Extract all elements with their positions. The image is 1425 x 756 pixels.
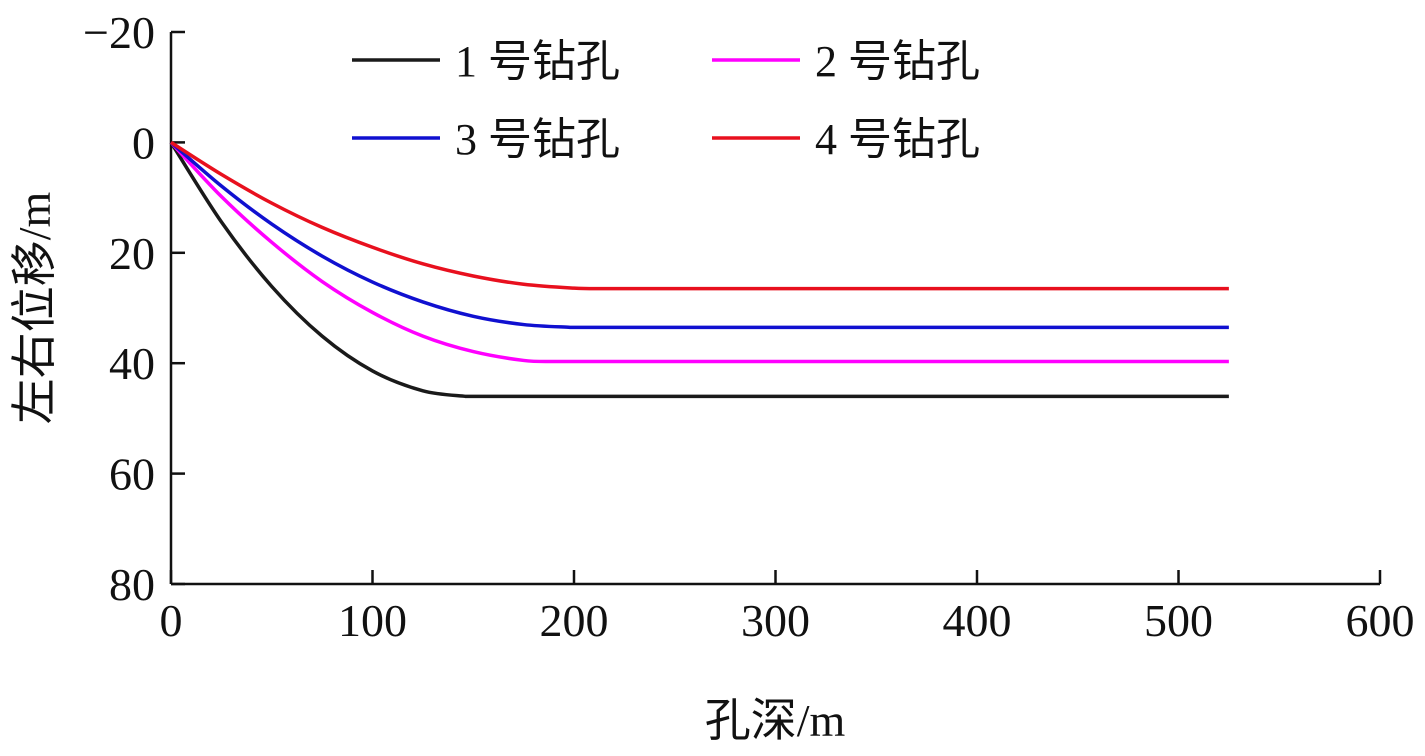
x-axis-label: 孔深/m bbox=[705, 695, 846, 746]
series-line-2 bbox=[169, 141, 1229, 364]
axes: 0 100 200 300 400 500 600 −20 0 20 40 60 80 bbox=[83, 7, 1414, 646]
legend-label-2: 2 号钻孔 bbox=[815, 37, 980, 86]
y-tick-label: 80 bbox=[109, 559, 155, 610]
series-line-4 bbox=[170, 140, 1229, 291]
y-tick-label: 40 bbox=[109, 338, 155, 389]
y-axis-label: 左右位移/m bbox=[9, 192, 60, 425]
series-group bbox=[169, 140, 1229, 399]
legend-label-3: 3 号钻孔 bbox=[455, 115, 620, 164]
series-line-3 bbox=[169, 141, 1229, 330]
legend-label-1: 1 号钻孔 bbox=[455, 37, 620, 86]
y-tick-label: 20 bbox=[109, 228, 155, 279]
x-tick-label: 600 bbox=[1346, 595, 1415, 646]
x-tick-label: 0 bbox=[160, 595, 183, 646]
y-tick-label: 60 bbox=[109, 449, 155, 500]
x-tick-label: 500 bbox=[1144, 595, 1213, 646]
y-tick-label: −20 bbox=[83, 7, 155, 58]
legend-label-4: 4 号钻孔 bbox=[815, 115, 980, 164]
x-tick-label: 300 bbox=[741, 595, 810, 646]
series-line-1 bbox=[169, 141, 1229, 399]
x-tick-label: 400 bbox=[943, 595, 1012, 646]
x-tick-label: 200 bbox=[540, 595, 609, 646]
legend: 1 号钻孔 2 号钻孔 3 号钻孔 4 号钻孔 bbox=[352, 37, 980, 164]
y-tick-label: 0 bbox=[132, 117, 155, 168]
x-tick-label: 100 bbox=[338, 595, 407, 646]
